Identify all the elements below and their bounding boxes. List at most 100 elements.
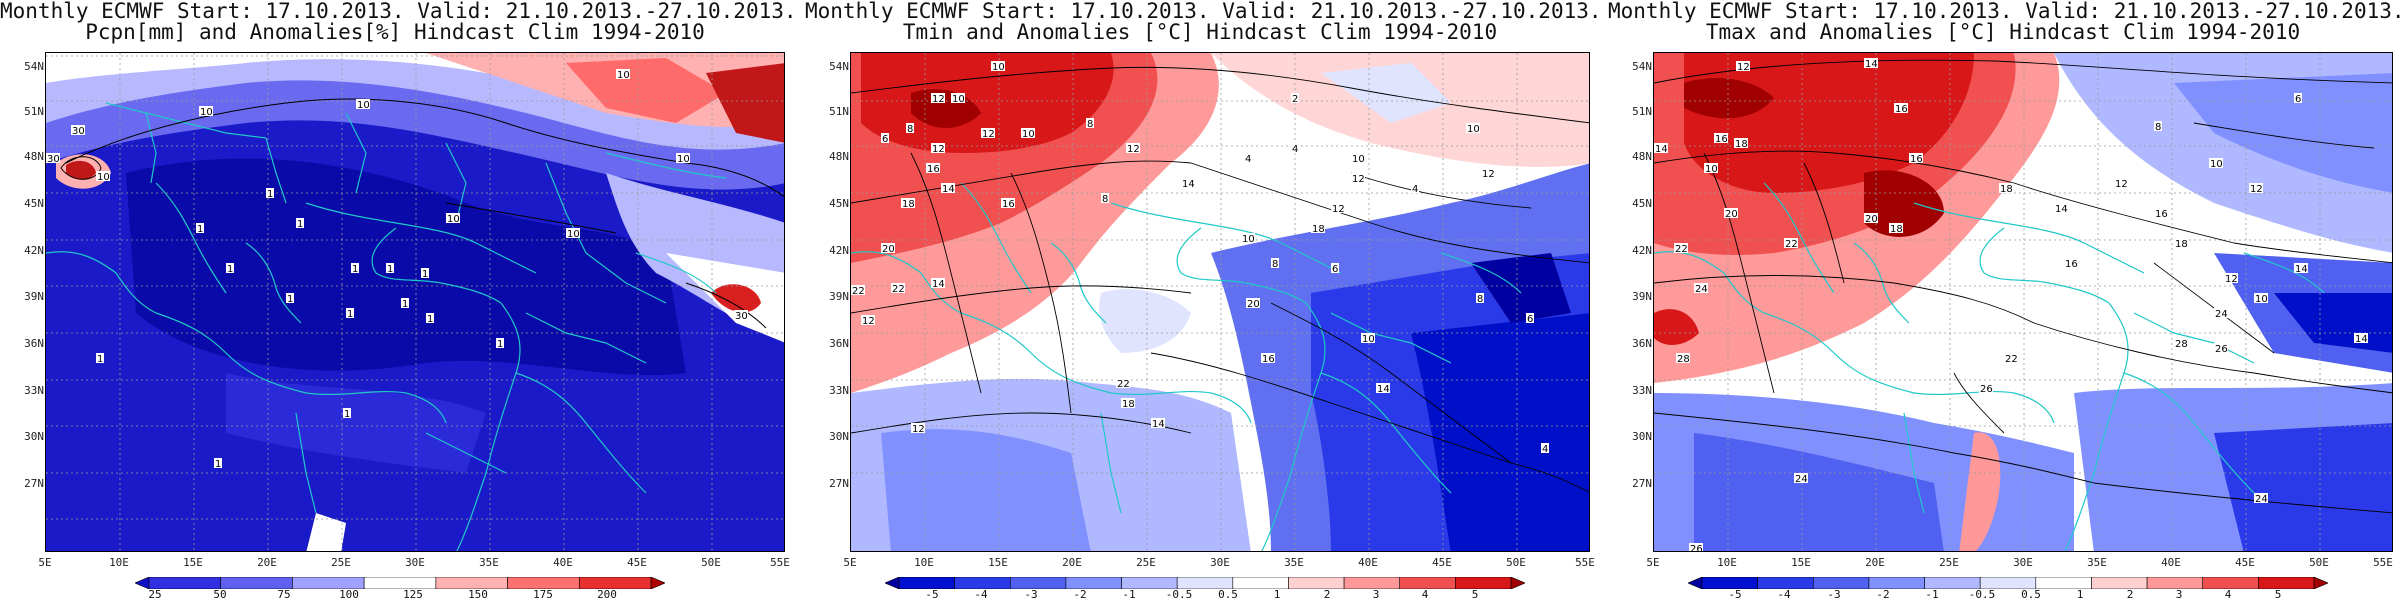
contour-label: 18	[2000, 184, 2013, 195]
colorbar-label: 4	[2224, 588, 2232, 601]
contour-label: 12	[1127, 144, 1140, 155]
colorbar-label: -1	[1925, 588, 1939, 601]
colorbar-label: 100	[339, 588, 359, 601]
contour-label: 18	[2175, 239, 2188, 250]
contour-label: 16	[927, 164, 940, 175]
panel-title-line1: Monthly ECMWF Start: 17.10.2013. Valid: …	[0, 0, 797, 23]
lat-label: 33N	[1632, 384, 1652, 397]
lon-label: 20E	[1062, 556, 1082, 569]
contour-label: 12	[912, 424, 925, 435]
colorbar-label: 75	[277, 588, 291, 601]
contour-label: 14	[1377, 384, 1390, 395]
lat-label: 33N	[829, 384, 849, 397]
lon-label: 30E	[405, 556, 425, 569]
lon-label: 5E	[38, 556, 52, 569]
contour-label: 8	[1272, 259, 1278, 270]
contour-label: 6	[882, 134, 888, 145]
contour-label: 16	[1262, 354, 1275, 365]
tmax-map: 12 14 16 18 16 14 10 6 8 10 12 14 16 18 …	[1653, 52, 2393, 552]
contour-label: 24	[1795, 474, 1808, 485]
lon-label: 25E	[331, 556, 351, 569]
contour-label: 1	[352, 264, 358, 275]
lat-label: 39N	[829, 290, 849, 303]
contour-label: 1	[422, 269, 428, 280]
panel-title-line2: Pcpn[mm] and Anomalies[%] Hindcast Clim …	[85, 20, 705, 44]
panel-title-line1: Monthly ECMWF Start: 17.10.2013. Valid: …	[1608, 0, 2400, 23]
colorbar-label: -0.5	[1165, 588, 1193, 601]
colorbar-label: 2	[1323, 588, 1331, 601]
lat-label: 48N	[1632, 150, 1652, 163]
colorbar-label: 125	[403, 588, 423, 601]
contour-label: 10	[1467, 124, 1480, 135]
lat-label: 27N	[24, 477, 44, 490]
lat-label: 30N	[24, 430, 44, 443]
lon-label: 50E	[2309, 556, 2329, 569]
colorbar-swatch	[1455, 577, 1512, 589]
colorbar-end-low	[135, 577, 150, 589]
colorbar-label: -2	[1876, 588, 1890, 601]
lon-label: 20E	[1865, 556, 1885, 569]
contour-label: 12	[2225, 274, 2238, 285]
lon-label: 35E	[479, 556, 499, 569]
colorbar-label: 150	[468, 588, 488, 601]
colorbar-swatch	[1288, 577, 1345, 589]
contour-label: 10	[200, 107, 213, 118]
lat-label: 51N	[24, 105, 44, 118]
contour-label: 18	[1890, 224, 1903, 235]
contour-label: 10	[2255, 294, 2268, 305]
colorbar-swatch	[2258, 577, 2315, 589]
contour-label: 10	[1352, 154, 1365, 165]
lat-label: 36N	[1632, 337, 1652, 350]
lat-label: 45N	[829, 197, 849, 210]
lon-label: 35E	[2087, 556, 2107, 569]
contour-label: 18	[902, 199, 915, 210]
contour-label: 20	[1725, 209, 1738, 220]
contour-label: 12	[2250, 184, 2263, 195]
contour-label: 1	[387, 264, 393, 275]
contour-label: 16	[2155, 209, 2168, 220]
contour-label: 1	[497, 339, 503, 350]
lon-label: 10E	[109, 556, 129, 569]
contour-label: 1	[427, 314, 433, 325]
lon-label: 45E	[627, 556, 647, 569]
lat-label: 42N	[829, 244, 849, 257]
contour-label: 10	[1022, 129, 1035, 140]
panel-title-line2: Tmin and Anomalies [°C] Hindcast Clim 19…	[902, 20, 1498, 44]
contour-label: 16	[2065, 259, 2078, 270]
contour-label: 18	[1312, 224, 1325, 235]
lon-label: 25E	[1939, 556, 1959, 569]
lat-label: 30N	[1632, 430, 1652, 443]
contour-label: 1	[347, 309, 353, 320]
panel-precipitation: Monthly ECMWF Start: 17.10.2013. Valid: …	[0, 0, 797, 601]
contour-label: 1	[97, 354, 103, 365]
contour-label: 14	[1655, 144, 1668, 155]
lat-label: 36N	[829, 337, 849, 350]
contour-label: 20	[882, 244, 895, 255]
lon-label: 20E	[257, 556, 277, 569]
contour-label: 8	[1477, 294, 1483, 305]
contour-label: 12	[2115, 179, 2128, 190]
contour-label: 10	[992, 62, 1005, 73]
lat-label: 51N	[829, 105, 849, 118]
colorbar	[135, 577, 665, 589]
colorbar-label: 200	[597, 588, 617, 601]
tmin-map: 10 12 10 8 6 10 12 12 16 8 8 2 4 4 10 12…	[850, 52, 1590, 552]
lon-label: 30E	[2013, 556, 2033, 569]
contour-label: 1	[344, 409, 350, 420]
contour-label: 14	[1152, 419, 1165, 430]
contour-label: 14	[2055, 204, 2068, 215]
lat-label: 39N	[24, 290, 44, 303]
colorbar-end-high	[650, 577, 665, 589]
contour-label: 8	[1102, 194, 1108, 205]
colorbar-end-low	[885, 577, 900, 589]
lon-label: 15E	[1791, 556, 1811, 569]
contour-label: 30	[47, 154, 60, 165]
lon-label: 30E	[1210, 556, 1230, 569]
lat-label: 48N	[829, 150, 849, 163]
contour-label: 8	[2155, 122, 2161, 133]
lat-label: 45N	[1632, 197, 1652, 210]
contour-label: 28	[1677, 354, 1690, 365]
colorbar-swatch	[1009, 577, 1067, 589]
contour-label: 12	[982, 129, 995, 140]
colorbar-label: 3	[2175, 588, 2183, 601]
